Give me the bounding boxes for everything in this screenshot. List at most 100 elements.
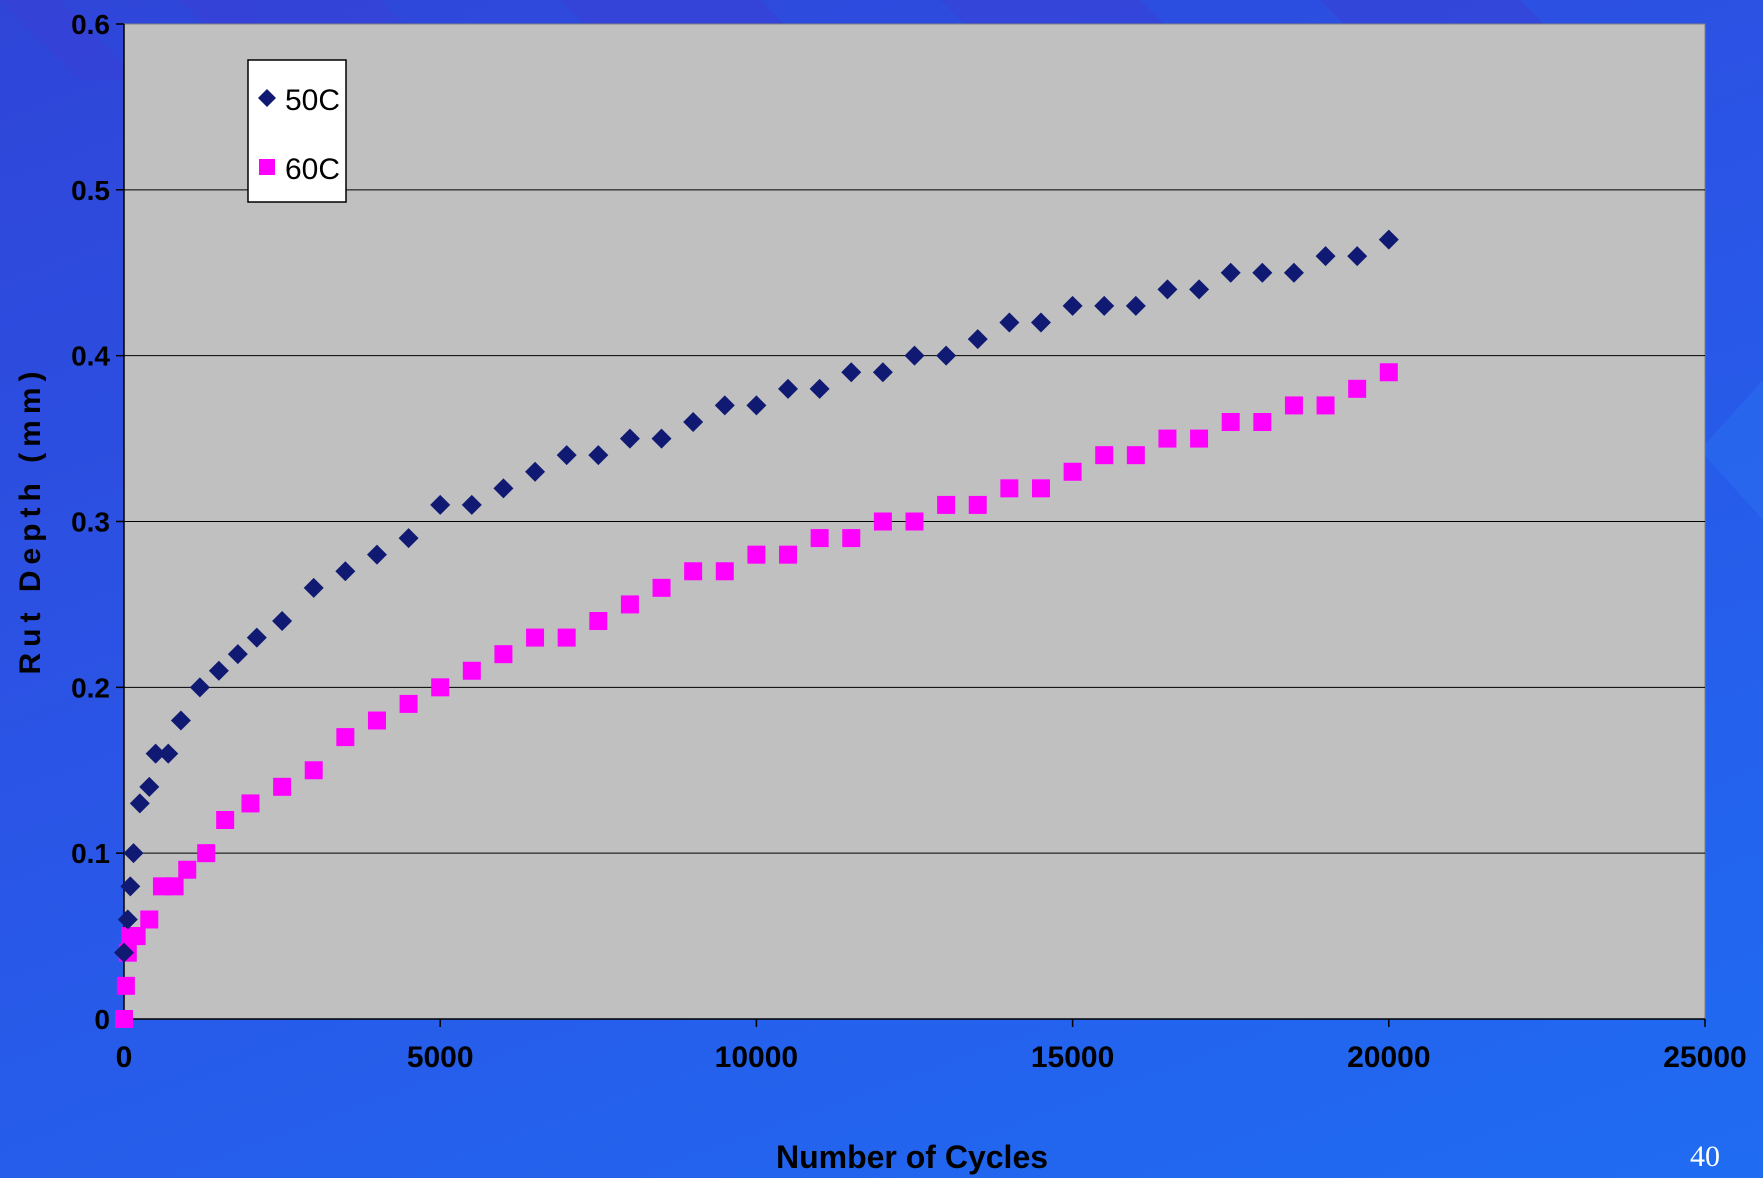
y-tick-label: 0.6 [71,9,110,40]
point-60C [336,728,355,747]
point-50C [129,793,150,814]
series-60C-points [115,363,1398,1028]
point-60C [652,578,671,597]
point-60C [810,529,829,548]
point-50C [778,378,799,399]
point-50C [1125,295,1146,316]
point-50C [246,627,267,648]
point-50C [1062,295,1083,316]
point-60C [241,794,260,813]
point-60C [462,661,481,680]
point-50C [1030,312,1051,333]
point-60C [1063,462,1082,481]
x-tick-label: 25000 [1663,1041,1746,1074]
legend-60C-marker [259,159,275,175]
point-60C [115,1010,133,1028]
slide-number: 40 [1690,1140,1720,1173]
y-tick-label: 0.3 [71,507,110,538]
point-60C [1316,396,1335,415]
point-50C [1252,262,1273,283]
point-50C [114,942,134,963]
point-50C [366,544,387,565]
point-60C [304,761,323,780]
point-50C [398,528,419,549]
point-60C [905,512,924,531]
x-tick-label: 0 [116,1041,133,1074]
legend-50C-label: 50C [285,84,340,117]
x-axis: 0 5000 10000 15000 20000 25000 [116,1018,1747,1074]
y-tick-label: 0 [94,1004,110,1035]
point-60C [589,612,608,630]
point-60C [431,678,450,697]
y-tick-label: 0.5 [71,175,110,206]
point-60C [684,562,703,581]
point-60C [557,628,576,647]
point-60C [399,694,418,713]
point-50C [1157,279,1178,300]
point-50C [556,445,577,466]
point-50C [746,395,767,416]
y-axis: 0 0.1 0.2 0.3 0.4 0.5 0.6 [71,9,125,1035]
point-60C [779,545,798,564]
point-50C [619,428,640,449]
point-50C [189,677,210,698]
point-50C [1283,262,1304,283]
point-50C [1094,295,1115,316]
x-tick-label: 5000 [407,1041,474,1074]
point-50C [227,644,248,665]
legend-60C-label: 60C [285,153,340,186]
point-60C [197,844,216,863]
point-60C [1221,413,1240,431]
point-50C [170,710,191,731]
point-60C [494,645,513,664]
point-60C [1253,413,1272,431]
y-axis-title: Rut Depth (mm) [14,366,47,675]
point-50C [335,561,356,582]
point-50C [158,743,179,764]
point-60C [1284,396,1303,415]
point-50C [117,909,138,930]
x-tick-label: 20000 [1347,1041,1430,1074]
point-50C [967,329,988,350]
point-60C [747,545,766,564]
point-50C [493,478,514,499]
point-50C [430,494,451,515]
point-50C [139,776,160,797]
point-60C [1379,363,1398,382]
point-50C [904,345,925,366]
legend: 50C 60C [247,59,347,203]
point-50C [120,876,141,897]
x-axis-title: Number of Cycles [776,1139,1048,1175]
point-50C [525,461,546,482]
point-60C [937,495,956,514]
y-tick-label: 0.2 [71,672,110,703]
point-50C [936,345,957,366]
point-50C [651,428,672,449]
point-60C [140,910,159,929]
point-60C [620,595,639,614]
point-50C [123,843,144,864]
point-50C [208,660,229,681]
point-60C [367,711,386,730]
point-60C [273,777,292,796]
point-50C [1189,279,1210,300]
point-50C [841,362,862,383]
point-60C [127,927,146,946]
point-60C [178,860,197,879]
point-50C [1347,246,1368,267]
point-50C [1220,262,1241,283]
legend-50C-marker [258,89,276,107]
point-60C [1000,479,1019,498]
point-50C [303,577,324,598]
point-60C [165,877,184,896]
point-60C [1348,379,1367,398]
point-50C [1315,246,1336,267]
point-50C [999,312,1020,333]
point-50C [714,395,735,416]
point-60C [116,976,135,995]
point-60C [216,811,235,829]
point-50C [145,743,166,764]
x-tick-label: 15000 [1031,1041,1114,1074]
legend-box [247,59,347,203]
